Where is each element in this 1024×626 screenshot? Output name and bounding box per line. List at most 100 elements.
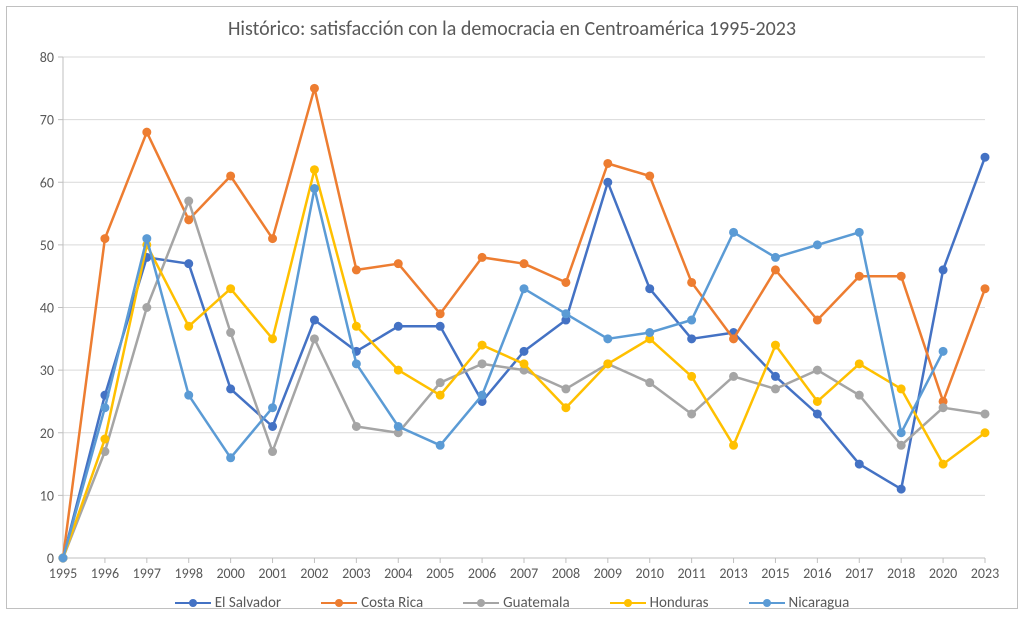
- series-marker: [101, 435, 109, 443]
- legend-item: Honduras: [610, 594, 709, 612]
- series-marker: [730, 228, 738, 236]
- series-line: [63, 201, 985, 558]
- series-marker: [227, 454, 235, 462]
- series-marker: [688, 335, 696, 343]
- series-marker: [227, 285, 235, 293]
- series-marker: [604, 159, 612, 167]
- series-marker: [604, 335, 612, 343]
- series-marker: [269, 335, 277, 343]
- series-marker: [352, 322, 360, 330]
- series-marker: [436, 310, 444, 318]
- series-marker: [771, 372, 779, 380]
- x-tick-label: 2009: [594, 565, 622, 582]
- series-marker: [185, 391, 193, 399]
- series-marker: [143, 235, 151, 243]
- series-marker: [520, 285, 528, 293]
- series-marker: [520, 347, 528, 355]
- legend-swatch: [463, 596, 499, 610]
- legend-item: Costa Rica: [321, 594, 423, 612]
- series-marker: [101, 235, 109, 243]
- x-tick-label: 1995: [49, 565, 77, 582]
- series-marker: [813, 366, 821, 374]
- x-tick-label: 2020: [929, 565, 957, 582]
- series-marker: [269, 422, 277, 430]
- legend-label: Nicaragua: [789, 594, 850, 612]
- series-marker: [478, 253, 486, 261]
- series-marker: [101, 404, 109, 412]
- chart-frame: Histórico: satisfacción con la democraci…: [6, 6, 1018, 609]
- legend-swatch: [175, 596, 211, 610]
- series-marker: [646, 285, 654, 293]
- series-marker: [478, 391, 486, 399]
- series-marker: [813, 410, 821, 418]
- series-marker: [394, 322, 402, 330]
- x-tick-label: 2017: [845, 565, 873, 582]
- series-marker: [562, 404, 570, 412]
- series-marker: [897, 385, 905, 393]
- series-marker: [771, 266, 779, 274]
- x-tick-label: 2006: [468, 565, 496, 582]
- chart-svg: 0102030405060708019951996199719982000200…: [17, 47, 999, 586]
- series-marker: [520, 360, 528, 368]
- series-marker: [939, 404, 947, 412]
- series-marker: [394, 260, 402, 268]
- series-marker: [562, 385, 570, 393]
- series-marker: [688, 410, 696, 418]
- series-marker: [227, 172, 235, 180]
- series-marker: [981, 429, 989, 437]
- legend-item: Guatemala: [463, 594, 570, 612]
- series-marker: [185, 260, 193, 268]
- series-marker: [227, 329, 235, 337]
- series-marker: [310, 316, 318, 324]
- x-tick-label: 2008: [552, 565, 580, 582]
- series-marker: [436, 391, 444, 399]
- x-tick-label: 2016: [803, 565, 831, 582]
- series-line: [63, 157, 985, 558]
- plot-area: 0102030405060708019951996199719982000200…: [17, 47, 999, 586]
- series-marker: [478, 341, 486, 349]
- series-marker: [730, 441, 738, 449]
- series-marker: [646, 329, 654, 337]
- y-tick-label: 30: [40, 362, 54, 379]
- x-tick-label: 2015: [761, 565, 789, 582]
- series-marker: [939, 460, 947, 468]
- series-marker: [981, 285, 989, 293]
- series-marker: [688, 372, 696, 380]
- legend-swatch: [749, 596, 785, 610]
- series-marker: [646, 379, 654, 387]
- series-marker: [855, 391, 863, 399]
- x-tick-label: 2003: [342, 565, 370, 582]
- series-marker: [939, 347, 947, 355]
- x-tick-label: 2001: [258, 565, 286, 582]
- y-tick-label: 50: [40, 237, 54, 254]
- x-tick-label: 2023: [971, 565, 999, 582]
- series-marker: [520, 260, 528, 268]
- series-marker: [310, 335, 318, 343]
- series-marker: [185, 216, 193, 224]
- x-tick-label: 2007: [510, 565, 538, 582]
- y-tick-label: 20: [40, 425, 54, 442]
- legend-swatch: [321, 596, 357, 610]
- series-marker: [855, 360, 863, 368]
- series-marker: [562, 278, 570, 286]
- legend-item: El Salvador: [175, 594, 281, 612]
- series-line: [63, 88, 985, 558]
- series-marker: [813, 397, 821, 405]
- x-tick-label: 2004: [384, 565, 412, 582]
- series-marker: [227, 385, 235, 393]
- series-marker: [59, 554, 67, 562]
- series-marker: [771, 341, 779, 349]
- series-marker: [730, 372, 738, 380]
- series-marker: [604, 360, 612, 368]
- series-marker: [436, 441, 444, 449]
- legend-item: Nicaragua: [749, 594, 850, 612]
- series-marker: [143, 128, 151, 136]
- y-tick-label: 80: [40, 49, 54, 66]
- series-marker: [855, 272, 863, 280]
- series-marker: [771, 253, 779, 261]
- series-marker: [939, 266, 947, 274]
- series-marker: [646, 172, 654, 180]
- legend-label: Guatemala: [503, 594, 570, 612]
- series-marker: [394, 366, 402, 374]
- series-marker: [688, 278, 696, 286]
